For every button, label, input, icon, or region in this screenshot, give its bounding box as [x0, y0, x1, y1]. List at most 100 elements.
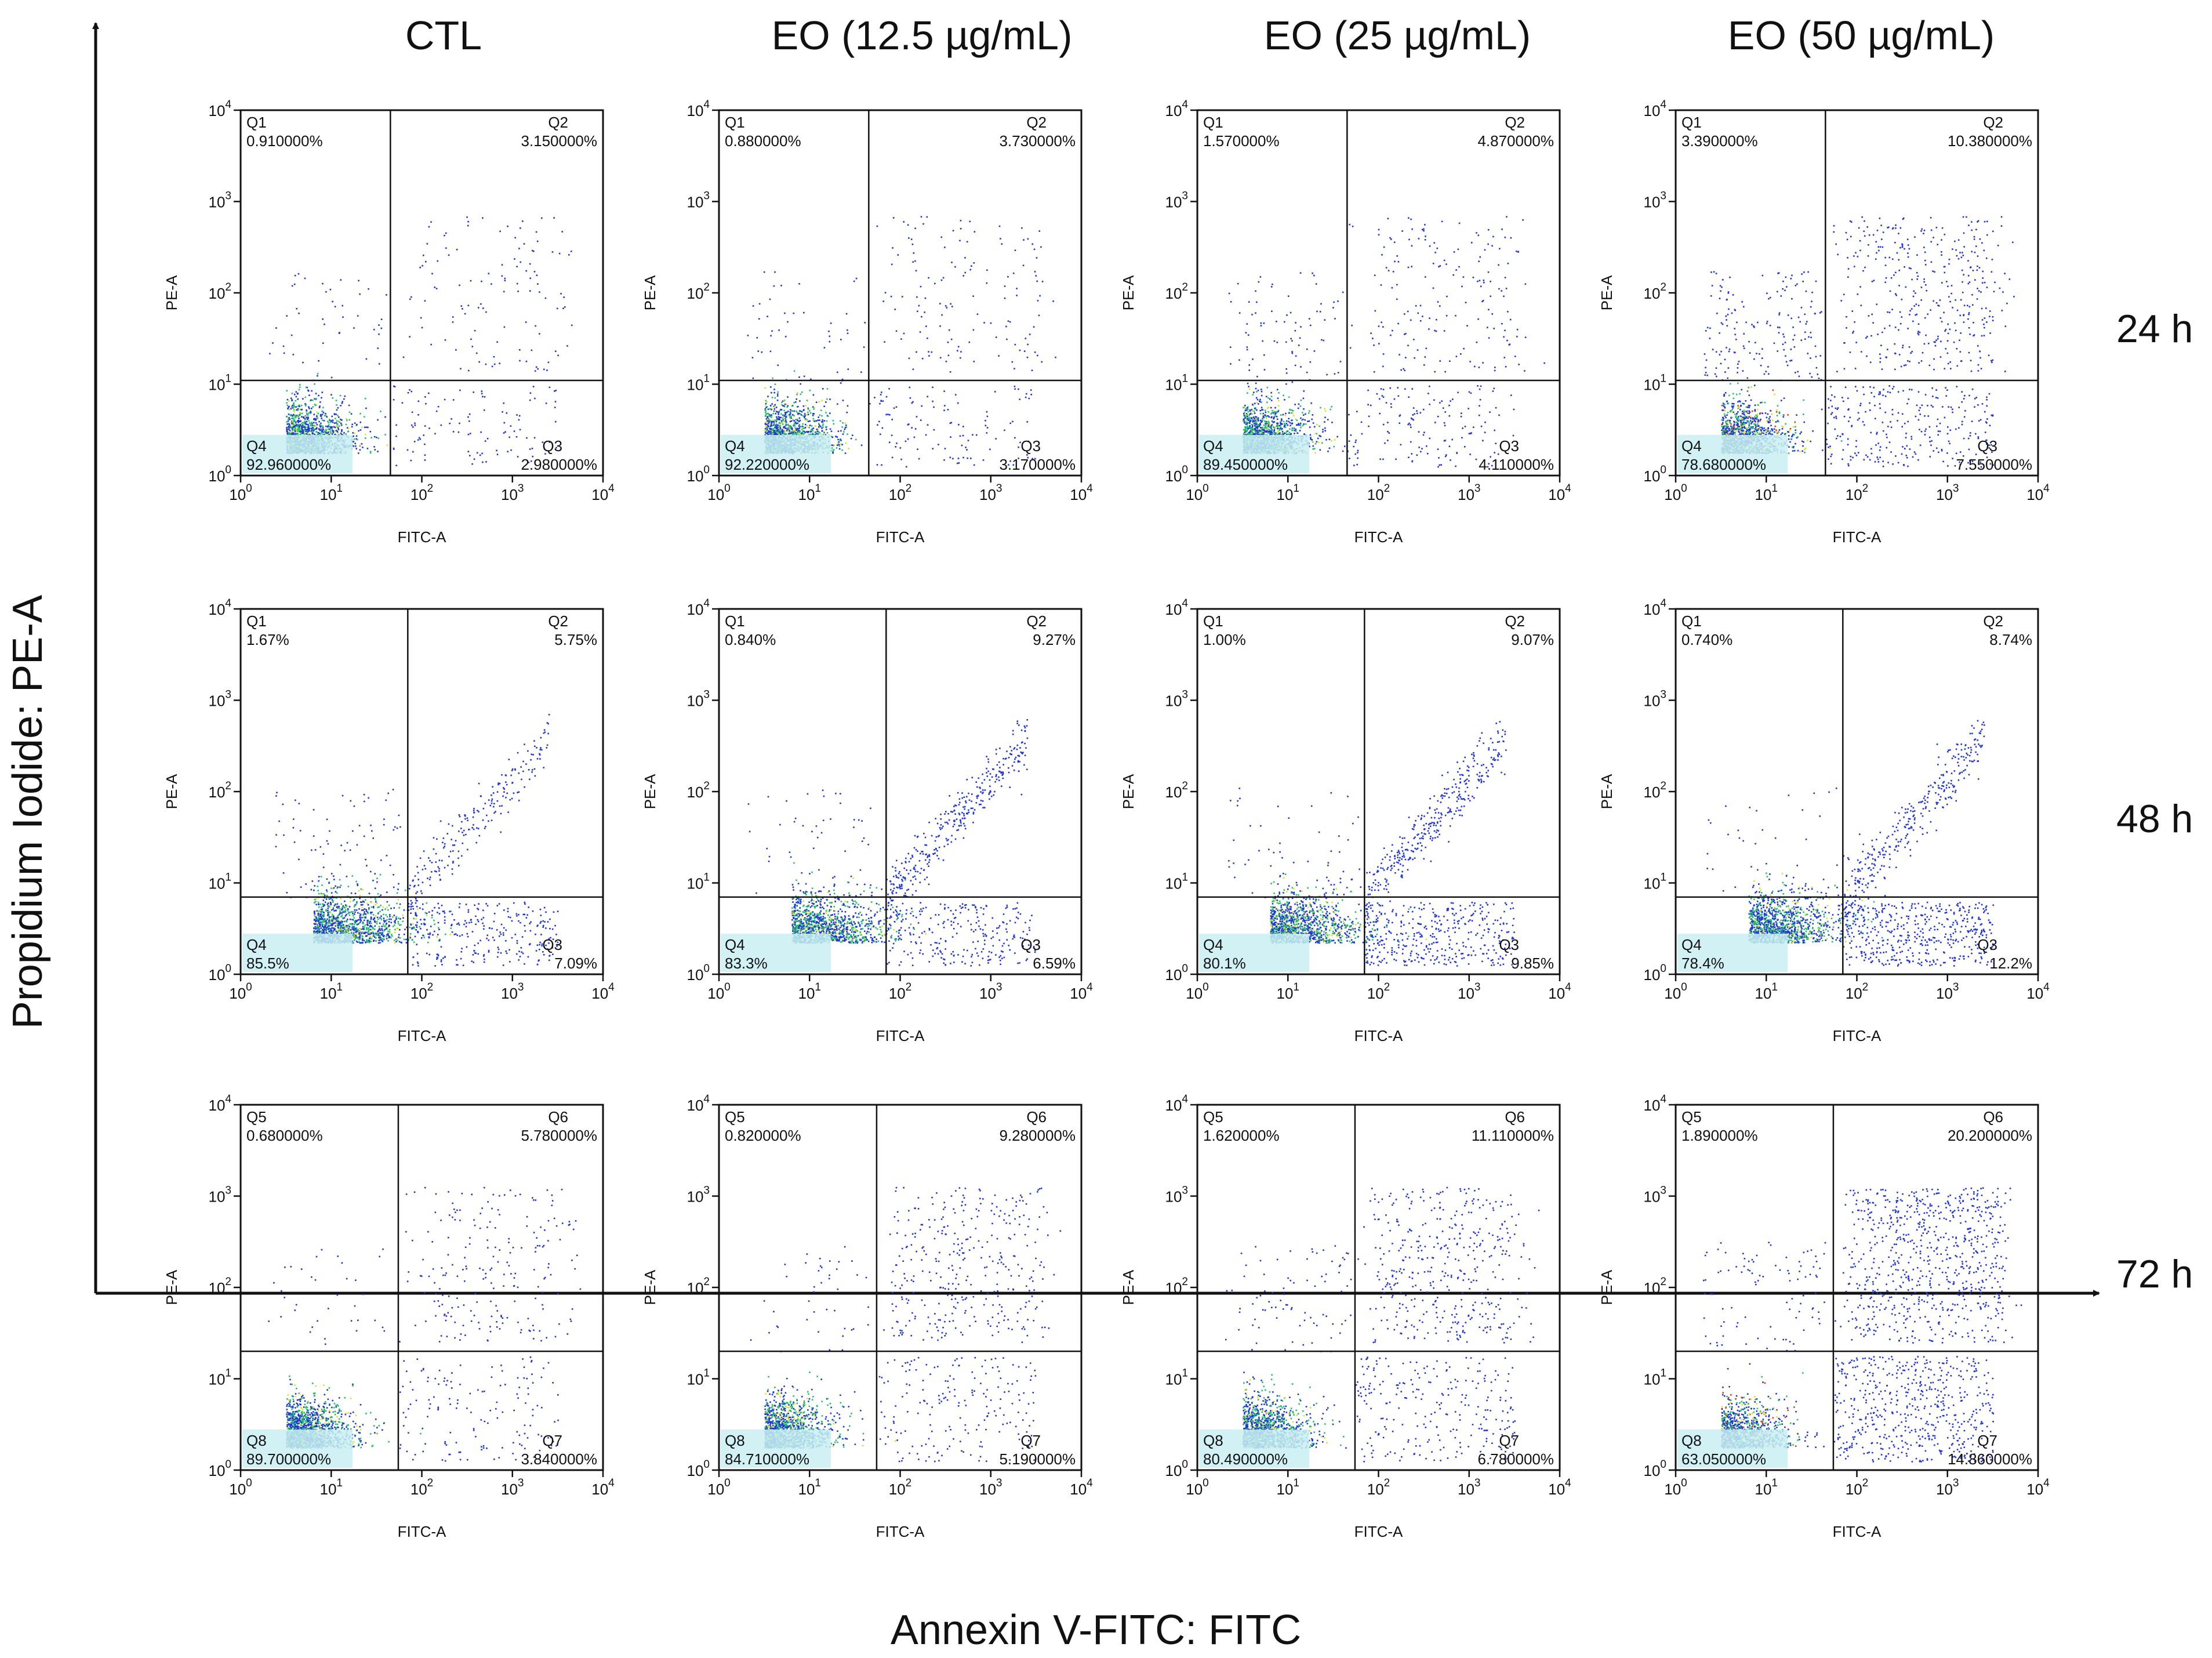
event-dot — [411, 460, 412, 462]
event-dot — [286, 423, 288, 425]
event-dot — [1303, 398, 1305, 400]
event-dot — [412, 412, 413, 413]
event-dot — [953, 230, 954, 231]
event-dot — [335, 413, 337, 415]
event-dot — [951, 339, 953, 340]
event-dot — [482, 217, 484, 219]
event-dot — [1288, 418, 1290, 420]
event-dot — [384, 416, 386, 418]
event-dot — [813, 418, 815, 420]
event-dot — [765, 416, 767, 418]
event-dot — [436, 288, 438, 289]
event-dot — [380, 411, 382, 412]
event-dot — [571, 325, 573, 326]
event-dot — [330, 289, 332, 291]
event-dot — [445, 248, 447, 249]
event-dot — [467, 416, 469, 418]
event-dot — [351, 426, 353, 428]
event-dot — [786, 407, 788, 408]
event-dot — [417, 439, 419, 441]
event-dot — [286, 390, 288, 391]
event-dot — [340, 423, 342, 425]
event-dot — [1018, 447, 1019, 448]
event-dot — [303, 423, 305, 425]
event-dot — [900, 459, 902, 460]
event-dot — [295, 275, 296, 277]
event-dot — [393, 399, 395, 401]
event-dot — [788, 433, 790, 434]
event-dot — [324, 415, 326, 417]
event-dot — [824, 420, 826, 422]
panel-y-label: PE-A — [641, 275, 659, 310]
event-dot — [444, 399, 446, 401]
quadrant-name: Q3 — [1020, 437, 1041, 455]
event-dot — [411, 425, 413, 426]
event-dot — [990, 322, 992, 324]
event-dot — [1004, 298, 1006, 299]
event-dot — [853, 281, 855, 282]
panel-x-label: FITC-A — [876, 528, 925, 546]
event-dot — [813, 420, 815, 422]
event-dot — [773, 392, 775, 394]
event-dot — [974, 262, 975, 264]
event-dot — [419, 438, 421, 440]
event-dot — [286, 416, 288, 418]
y-tick-label: 102 — [687, 281, 710, 302]
event-dot — [772, 378, 773, 379]
event-dot — [831, 430, 833, 432]
event-dot — [295, 400, 296, 402]
event-dot — [773, 430, 775, 431]
event-dot — [950, 457, 951, 459]
event-dot — [957, 350, 958, 352]
event-dot — [370, 431, 372, 433]
column-header: EO (12.5 µg/mL) — [772, 13, 1073, 58]
event-dot — [768, 423, 769, 425]
event-dot — [798, 413, 800, 415]
event-dot — [299, 426, 300, 428]
event-dot — [496, 342, 498, 343]
event-dot — [470, 280, 472, 282]
event-dot — [829, 336, 831, 338]
event-dot — [306, 411, 308, 413]
event-dot — [922, 223, 924, 225]
event-dot — [768, 421, 770, 423]
event-dot — [393, 386, 395, 387]
y-tick-label: 103 — [209, 190, 232, 211]
event-dot — [304, 429, 306, 430]
event-dot — [791, 431, 793, 433]
event-dot — [932, 448, 934, 449]
event-dot — [797, 392, 798, 394]
event-dot — [784, 418, 786, 420]
event-dot — [773, 285, 775, 287]
event-dot — [972, 434, 974, 436]
event-dot — [291, 335, 293, 336]
event-dot — [907, 224, 909, 226]
event-dot — [298, 416, 300, 418]
event-dot — [332, 422, 334, 423]
event-dot — [368, 288, 369, 290]
event-dot — [425, 403, 427, 405]
event-dot — [773, 433, 775, 434]
event-dot — [790, 427, 791, 429]
event-dot — [1261, 391, 1263, 393]
event-dot — [431, 273, 433, 275]
event-dot — [311, 408, 313, 409]
event-dot — [336, 409, 338, 411]
event-dot — [765, 404, 767, 406]
event-dot — [365, 437, 366, 439]
event-dot — [313, 406, 314, 408]
event-dot — [304, 430, 306, 431]
event-dot — [847, 405, 849, 407]
event-dot — [311, 422, 313, 424]
event-dot — [414, 441, 416, 442]
event-dot — [805, 431, 807, 433]
event-dot — [816, 401, 818, 403]
event-dot — [898, 254, 899, 256]
event-dot — [910, 397, 911, 399]
event-dot — [325, 291, 327, 293]
event-dot — [790, 421, 791, 423]
event-dot — [451, 418, 452, 420]
event-dot — [335, 306, 336, 308]
event-dot — [773, 389, 775, 390]
event-dot — [809, 410, 811, 412]
